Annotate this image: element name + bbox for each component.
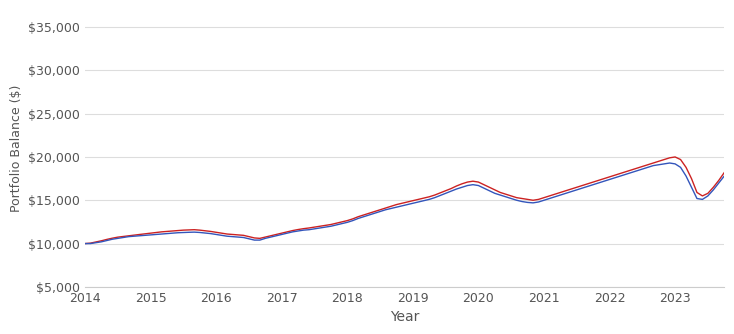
X-axis label: Year: Year (390, 310, 419, 324)
Y-axis label: Portfolio Balance ($): Portfolio Balance ($) (10, 85, 23, 212)
